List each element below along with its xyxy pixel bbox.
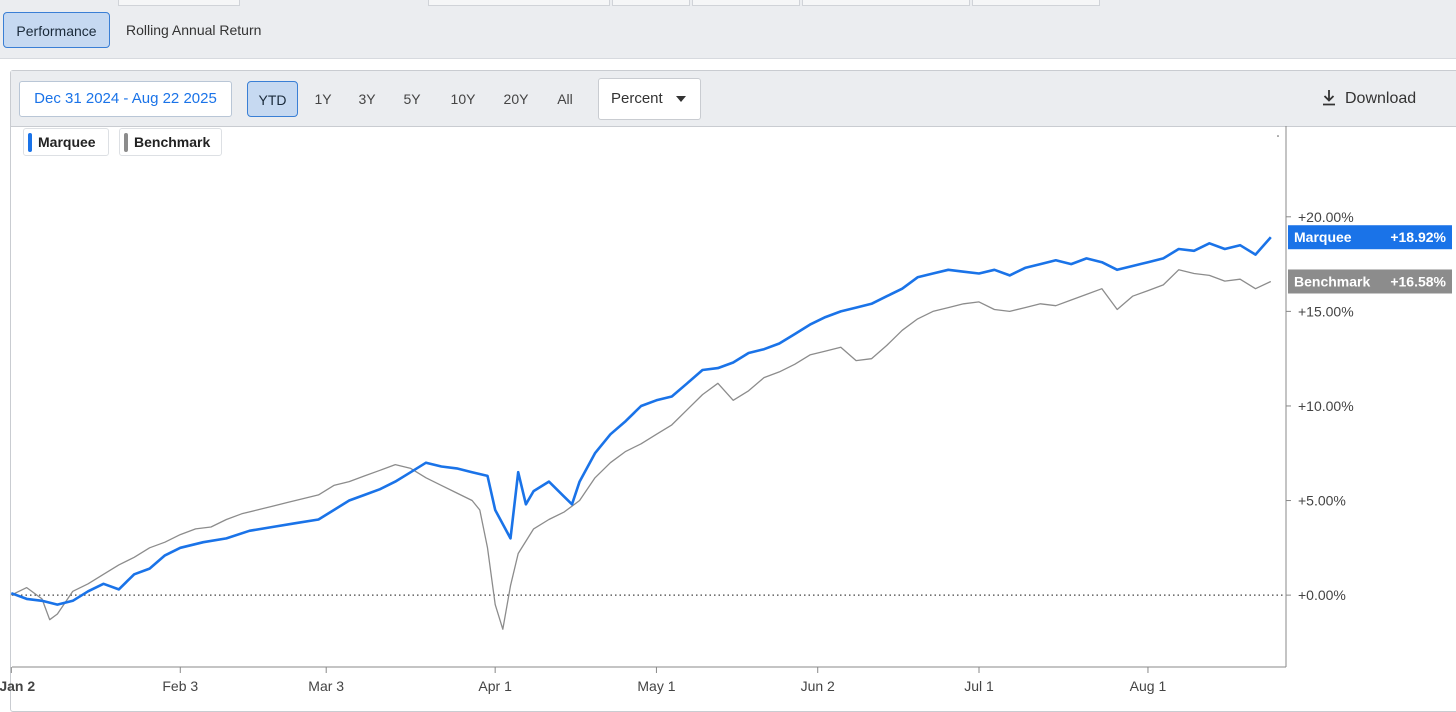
x-tick-label: Mar 3	[308, 678, 344, 694]
x-tick-label: Jun 2	[801, 678, 835, 694]
y-tick-label: +5.00%	[1298, 493, 1346, 509]
range-20y-button[interactable]: 20Y	[503, 91, 529, 107]
x-tick-label: Apr 1	[478, 678, 512, 694]
download-label: Download	[1345, 90, 1417, 107]
range-all-button[interactable]: All	[557, 91, 573, 107]
legend-item-marquee[interactable]: Marquee	[23, 128, 109, 156]
x-tick-label: Feb 3	[162, 678, 198, 694]
range-3y-button[interactable]: 3Y	[358, 91, 376, 107]
x-tick-label: Jul 1	[964, 678, 994, 694]
chart-toolbar: Dec 31 2024 - Aug 22 2025 YTD 1Y 3Y 5Y 1…	[11, 71, 1456, 127]
range-ytd-button[interactable]: YTD	[247, 81, 298, 117]
y-tick-label: +20.00%	[1298, 209, 1354, 225]
download-icon	[1323, 90, 1335, 106]
x-tick-label: Jan 2	[0, 678, 35, 694]
corner-dot	[1277, 135, 1279, 137]
x-tick-label: Aug 1	[1130, 678, 1167, 694]
end-label-value-benchmark: +16.58%	[1390, 273, 1446, 289]
range-5y-button[interactable]: 5Y	[403, 91, 421, 107]
chart-panel: Dec 31 2024 - Aug 22 2025 YTD 1Y 3Y 5Y 1…	[10, 70, 1456, 712]
window-tab-edges	[0, 0, 1456, 6]
series-line-marquee	[10, 236, 1272, 606]
tab-performance[interactable]: Performance	[3, 12, 110, 48]
top-tab-strip: Performance Rolling Annual Return	[0, 0, 1456, 59]
display-mode-value: Percent	[611, 90, 663, 107]
end-label-name-benchmark: Benchmark	[1294, 273, 1370, 289]
series-line-benchmark	[11, 269, 1272, 630]
display-mode-select[interactable]: Percent	[598, 78, 701, 120]
legend-item-benchmark[interactable]: Benchmark	[119, 128, 222, 156]
x-tick-label: May 1	[637, 678, 675, 694]
range-1y-button[interactable]: 1Y	[314, 91, 332, 107]
legend-label-marquee: Marquee	[38, 134, 96, 150]
benchmark-swatch	[124, 133, 128, 152]
marquee-swatch	[28, 133, 32, 152]
y-tick-label: +15.00%	[1298, 303, 1354, 319]
y-tick-label: +10.00%	[1298, 398, 1354, 414]
end-label-value-marquee: +18.92%	[1390, 229, 1446, 245]
end-label-name-marquee: Marquee	[1294, 229, 1352, 245]
legend-label-benchmark: Benchmark	[134, 134, 211, 150]
range-10y-button[interactable]: 10Y	[450, 91, 476, 107]
tab-rolling-annual-return[interactable]: Rolling Annual Return	[126, 22, 262, 38]
end-label-box-marquee	[1288, 225, 1452, 250]
y-tick-label: +0.00%	[1298, 587, 1346, 603]
date-range-picker[interactable]: Dec 31 2024 - Aug 22 2025	[19, 81, 232, 117]
download-button[interactable]: Download	[1321, 81, 1416, 117]
caret-down-icon	[676, 96, 686, 102]
end-label-box-benchmark	[1288, 269, 1452, 294]
